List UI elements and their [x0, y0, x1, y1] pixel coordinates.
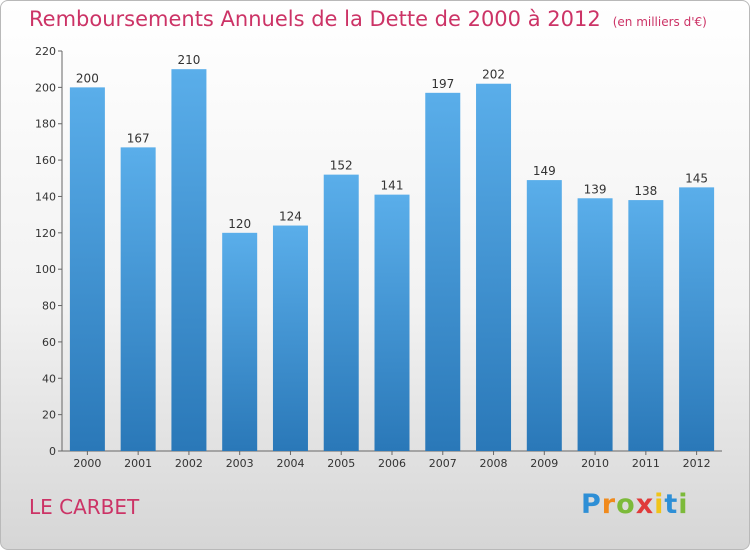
data-label-2004: 124 [279, 210, 302, 224]
commune-name: LE CARBET [29, 495, 140, 519]
x-tick-label-2010: 2010 [581, 457, 609, 470]
x-tick-label-2012: 2012 [683, 457, 711, 470]
bar-2002 [171, 69, 207, 451]
y-tick-label: 60 [42, 336, 56, 349]
chart-bars [69, 69, 715, 452]
data-label-2006: 141 [381, 179, 404, 193]
data-label-2010: 139 [584, 182, 607, 196]
y-tick-label: 80 [42, 300, 56, 313]
data-label-2008: 202 [482, 68, 505, 82]
chart-title: Remboursements Annuels de la Dette de 20… [29, 7, 707, 31]
logo-letter: P [581, 489, 602, 520]
y-tick-label: 20 [42, 409, 56, 422]
data-label-2009: 149 [533, 164, 556, 178]
logo-letter: t [664, 489, 679, 520]
data-label-2012: 145 [685, 171, 708, 185]
bar-2001 [120, 147, 156, 451]
bar-2009 [526, 180, 562, 451]
chart-title-main: Remboursements Annuels de la Dette de 20… [29, 7, 601, 31]
y-tick-label: 40 [42, 372, 56, 385]
x-tick-label-2000: 2000 [73, 457, 101, 470]
logo-letter: x [635, 489, 655, 520]
y-tick-label: 200 [35, 81, 56, 94]
y-tick-label: 140 [35, 190, 56, 203]
logo-letter: i [654, 489, 665, 520]
logo-letter: o [616, 489, 636, 520]
bar-2007 [425, 92, 461, 452]
x-tick-label-2001: 2001 [124, 457, 152, 470]
y-tick-label: 180 [35, 118, 56, 131]
x-tick-label-2006: 2006 [378, 457, 406, 470]
bar-2011 [628, 200, 664, 451]
proxiti-logo: Proxiti [581, 489, 689, 520]
y-tick-label: 120 [35, 227, 56, 240]
y-tick-label: 160 [35, 154, 56, 167]
bar-2012 [679, 187, 715, 451]
x-tick-label-2007: 2007 [429, 457, 457, 470]
y-tick-label: 220 [35, 45, 56, 58]
data-label-2002: 210 [177, 53, 200, 67]
logo-letter: r [601, 489, 617, 520]
data-label-2001: 167 [127, 131, 150, 145]
x-tick-label-2009: 2009 [530, 457, 558, 470]
x-tick-label-2002: 2002 [175, 457, 203, 470]
data-label-2007: 197 [431, 77, 454, 91]
bar-2006 [374, 194, 410, 452]
bar-2010 [577, 198, 613, 451]
chart-title-unit: (en milliers d'€) [612, 15, 707, 29]
y-tick-label: 0 [49, 445, 56, 458]
bar-2004 [272, 225, 308, 451]
y-tick-label: 100 [35, 263, 56, 276]
x-tick-label-2004: 2004 [276, 457, 304, 470]
logo-letter: i [678, 489, 689, 520]
bar-2005 [323, 174, 359, 452]
chart-labels: 200 2000 167 2001 210 2002 120 2003 124 2004 152 20… [73, 53, 710, 470]
data-label-2000: 200 [76, 71, 99, 85]
bar-2000 [69, 87, 105, 451]
x-tick-label-2011: 2011 [632, 457, 660, 470]
x-tick-label-2003: 2003 [226, 457, 254, 470]
data-label-2003: 120 [228, 217, 251, 231]
bar-2003 [222, 232, 258, 451]
x-tick-label-2005: 2005 [327, 457, 355, 470]
bar-2008 [476, 83, 512, 452]
x-tick-label-2008: 2008 [480, 457, 508, 470]
data-label-2005: 152 [330, 159, 353, 173]
data-label-2011: 138 [634, 184, 657, 198]
